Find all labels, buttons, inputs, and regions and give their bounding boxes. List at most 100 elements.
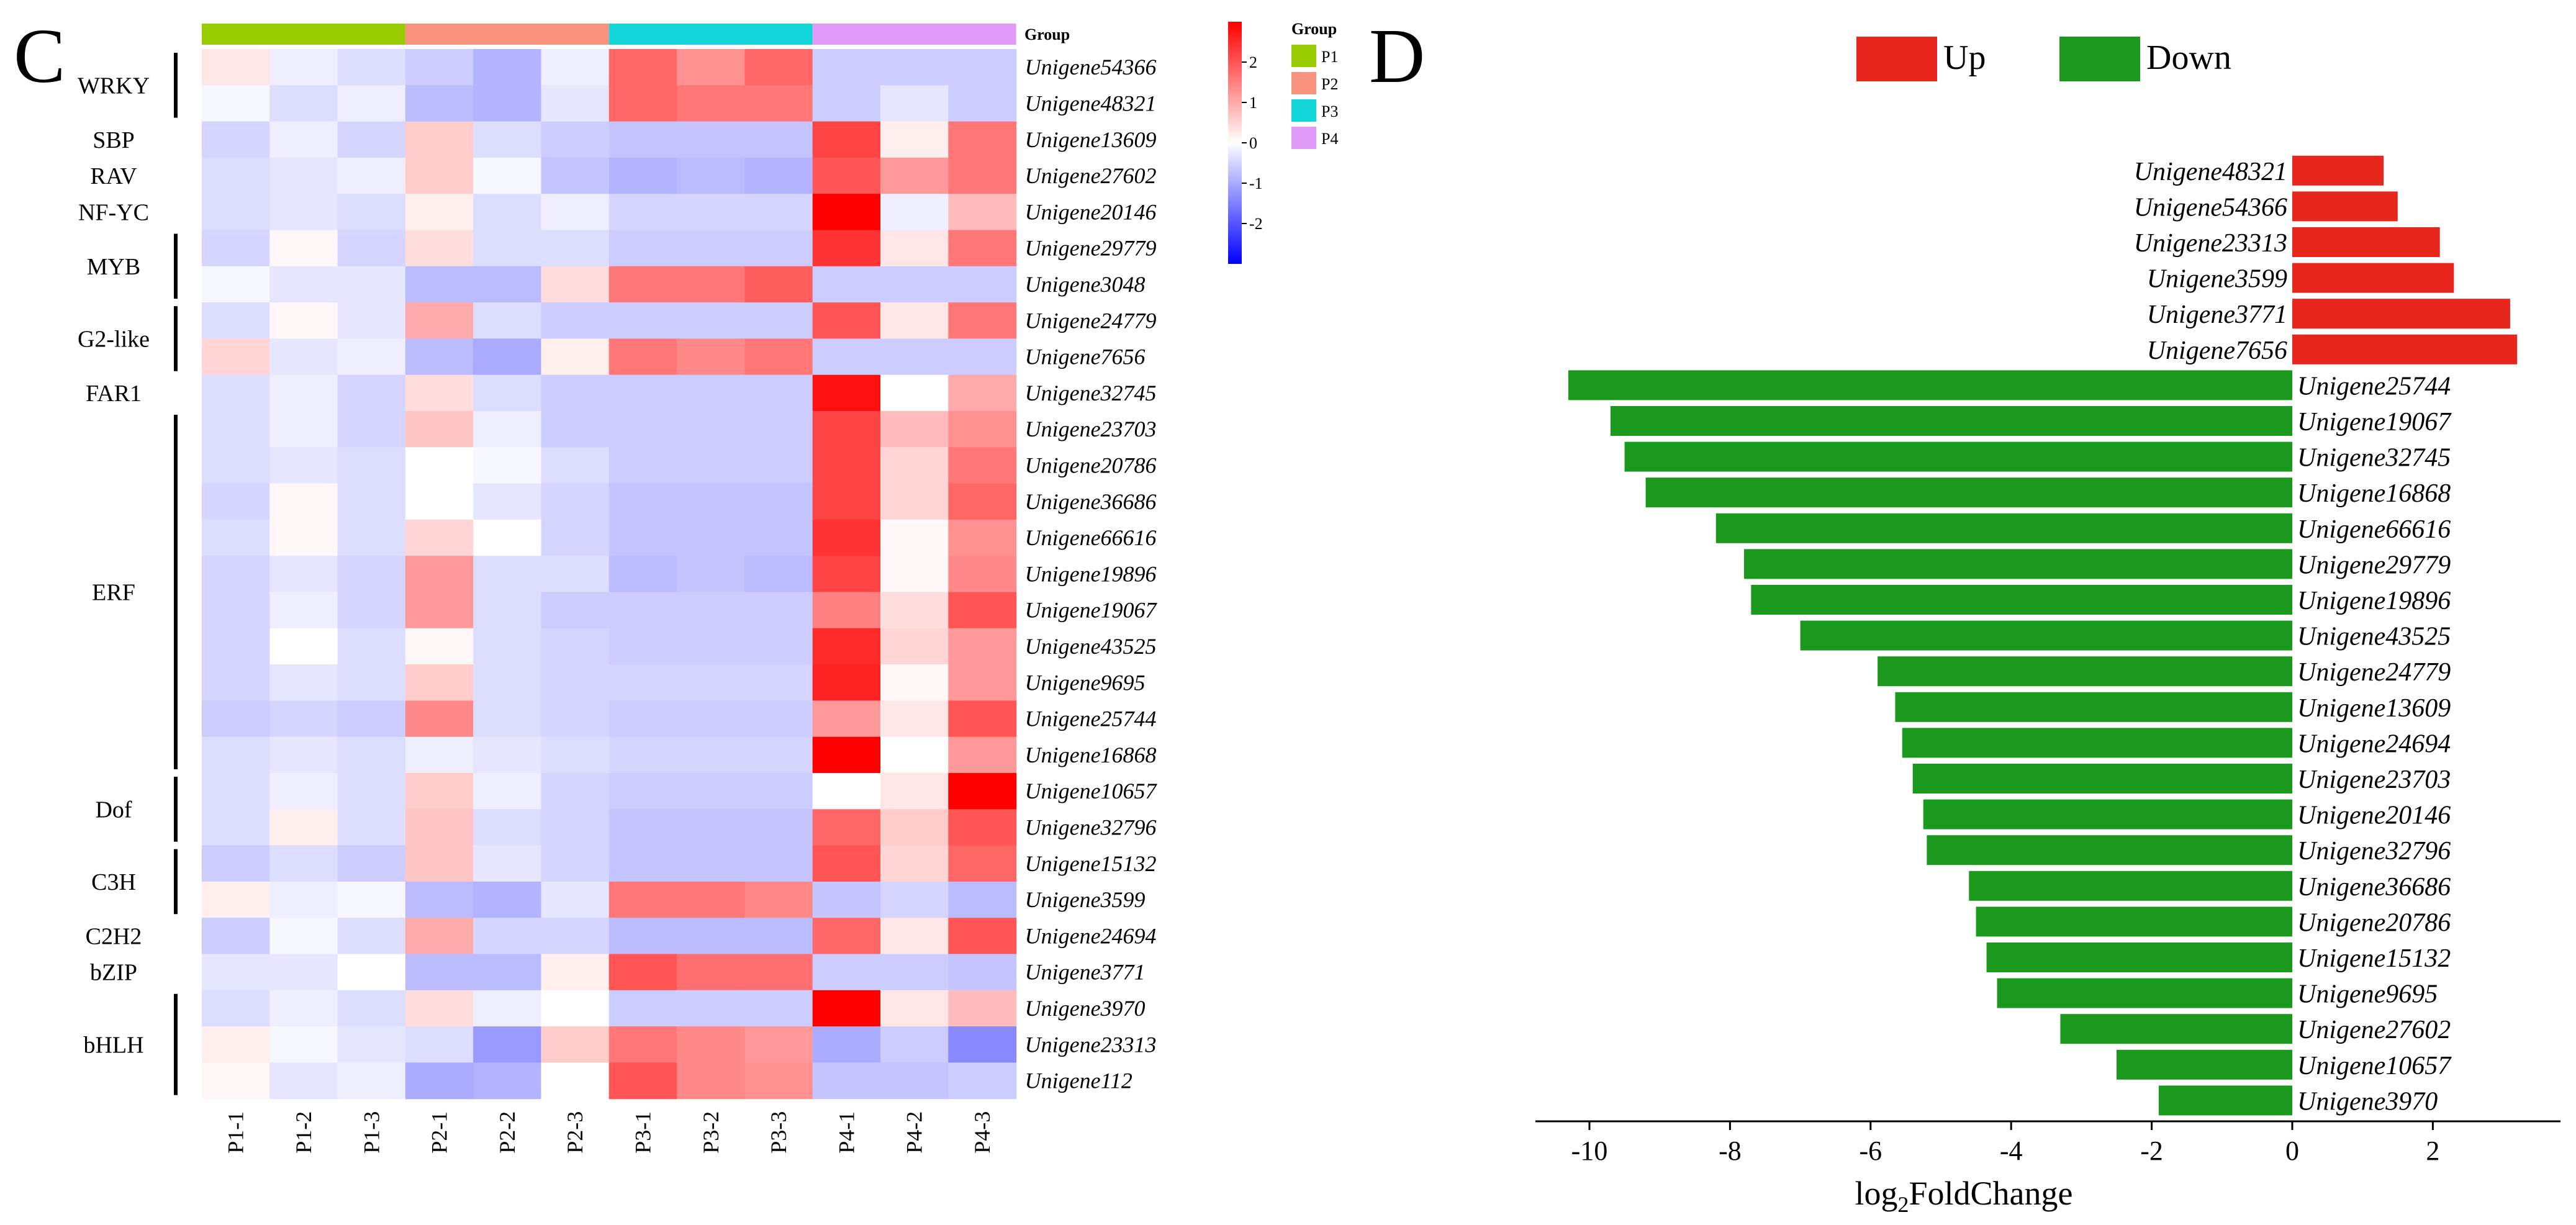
heatmap-cell: [677, 338, 745, 376]
x-axis-label-main: log: [1855, 1175, 1897, 1212]
heatmap-cell: [948, 121, 1017, 158]
heatmap-cell: [337, 302, 406, 339]
bar: [1902, 728, 2292, 758]
heatmap-cell: [337, 338, 406, 376]
heatmap-cell: [744, 592, 813, 629]
heatmap-cell: [202, 809, 270, 846]
heatmap-cell: [608, 954, 677, 991]
heatmap-cell: [812, 266, 881, 303]
heatmap-cell: [473, 628, 542, 665]
heatmap-cell: [405, 194, 474, 231]
bar: [1645, 477, 2292, 508]
heatmap-gene-label: Unigene32745: [1025, 381, 1157, 405]
heatmap-cell: [337, 266, 406, 303]
heatmap-cell: [541, 881, 610, 918]
heatmap-gene-label: Unigene3970: [1025, 996, 1146, 1021]
heatmap-cell: [337, 845, 406, 882]
bar: [2292, 334, 2518, 364]
heatmap-gene-label: Unigene25744: [1025, 707, 1157, 731]
colorbar: 2 1 0 -1 -2: [1228, 22, 1263, 264]
heatmap-cell: [202, 954, 270, 991]
group-bar-p4: [812, 24, 1016, 45]
heatmap-cell: [337, 1062, 406, 1100]
heatmap-cell: [812, 592, 881, 629]
heatmap-sample-label: P3-3: [766, 1111, 791, 1154]
bar-category-label: Unigene32745: [2297, 444, 2451, 472]
bar-category-label: Unigene29779: [2297, 551, 2451, 579]
heatmap-panel: C Group Unigene54366 Unigene48321 Unigene1…: [14, 14, 1338, 1154]
heatmap-cell: [202, 157, 270, 194]
group-legend-swatch: [1291, 72, 1316, 94]
bar: [1997, 978, 2292, 1008]
heatmap-cell: [337, 700, 406, 738]
heatmap-cell: [405, 157, 474, 194]
bar-category-label: Unigene20786: [2297, 908, 2451, 937]
bar: [1751, 585, 2292, 615]
heatmap-gene-label: Unigene24694: [1025, 923, 1157, 948]
heatmap-cell: [541, 302, 610, 339]
heatmap-gene-label: Unigene3599: [1025, 887, 1146, 912]
heatmap-gene-label: Unigene29779: [1025, 236, 1157, 261]
heatmap-cell: [608, 990, 677, 1027]
heatmap-cell: [473, 194, 542, 231]
heatmap-cell: [473, 266, 542, 303]
heatmap-cell: [880, 628, 949, 665]
heatmap-cell: [812, 483, 881, 520]
x-axis-tick-label: 2: [2426, 1136, 2439, 1166]
bar-category-label: Unigene3771: [2147, 301, 2287, 329]
heatmap-cell: [677, 194, 745, 231]
heatmap-cell: [744, 736, 813, 774]
heatmap-cell: [473, 556, 542, 593]
bar: [1744, 549, 2292, 579]
heatmap-cell: [405, 918, 474, 955]
heatmap-cell: [202, 845, 270, 882]
heatmap-cell: [677, 157, 745, 194]
heatmap-cell: [202, 773, 270, 810]
heatmap-sample-label: P4-3: [970, 1111, 995, 1154]
heatmap-cell: [405, 411, 474, 448]
heatmap-cell: [677, 628, 745, 665]
heatmap-cell: [541, 447, 610, 484]
group-legend-label: P1: [1321, 48, 1338, 66]
heatmap-cell: [202, 592, 270, 629]
heatmap-cell: [608, 1026, 677, 1063]
heatmap-cell: [948, 954, 1017, 991]
heatmap-gene-label: Unigene54366: [1025, 55, 1157, 79]
heatmap-cell: [948, 447, 1017, 484]
heatmap-gene-label: Unigene20786: [1025, 453, 1157, 477]
heatmap-cell: [948, 411, 1017, 448]
heatmap-cell: [880, 266, 949, 303]
heatmap-cell: [812, 773, 881, 810]
heatmap-cell: [948, 266, 1017, 303]
heatmap-cell: [269, 664, 338, 701]
heatmap-cell: [744, 374, 813, 412]
bar-category-label: Unigene25744: [2297, 372, 2451, 400]
heatmap-cell: [541, 1026, 610, 1063]
heatmap-cell: [812, 338, 881, 376]
heatmap-cell: [677, 845, 745, 882]
heatmap-cell: [541, 845, 610, 882]
heatmap-cell: [337, 411, 406, 448]
heatmap-cell: [202, 628, 270, 665]
heatmap-cell: [744, 881, 813, 918]
heatmap-cell: [541, 736, 610, 774]
heatmap-cell: [744, 483, 813, 520]
heatmap-cell: [948, 556, 1017, 593]
heatmap-sample-labels: P1-1 P1-2 P1-3 P2-1 P2-2 P2-3 P3-1 P3-2 P3-3 P4-1…: [224, 1111, 995, 1154]
heatmap-cell: [269, 1062, 338, 1100]
heatmap-cell: [337, 121, 406, 158]
heatmap-cell: [473, 845, 542, 882]
bar: [2117, 1049, 2292, 1080]
bar-category-label: Unigene23313: [2134, 229, 2287, 258]
heatmap-cell: [337, 556, 406, 593]
x-axis-tick-label: -2: [2140, 1136, 2163, 1166]
heatmap-cell: [202, 338, 270, 376]
heatmap-cell: [608, 302, 677, 339]
family-label: C3H: [91, 869, 136, 895]
bar: [1912, 764, 2292, 793]
heatmap-cell: [948, 338, 1017, 376]
heatmap-cell: [608, 881, 677, 918]
heatmap-cell: [880, 881, 949, 918]
heatmap-cell: [405, 954, 474, 991]
heatmap-cell: [473, 664, 542, 701]
